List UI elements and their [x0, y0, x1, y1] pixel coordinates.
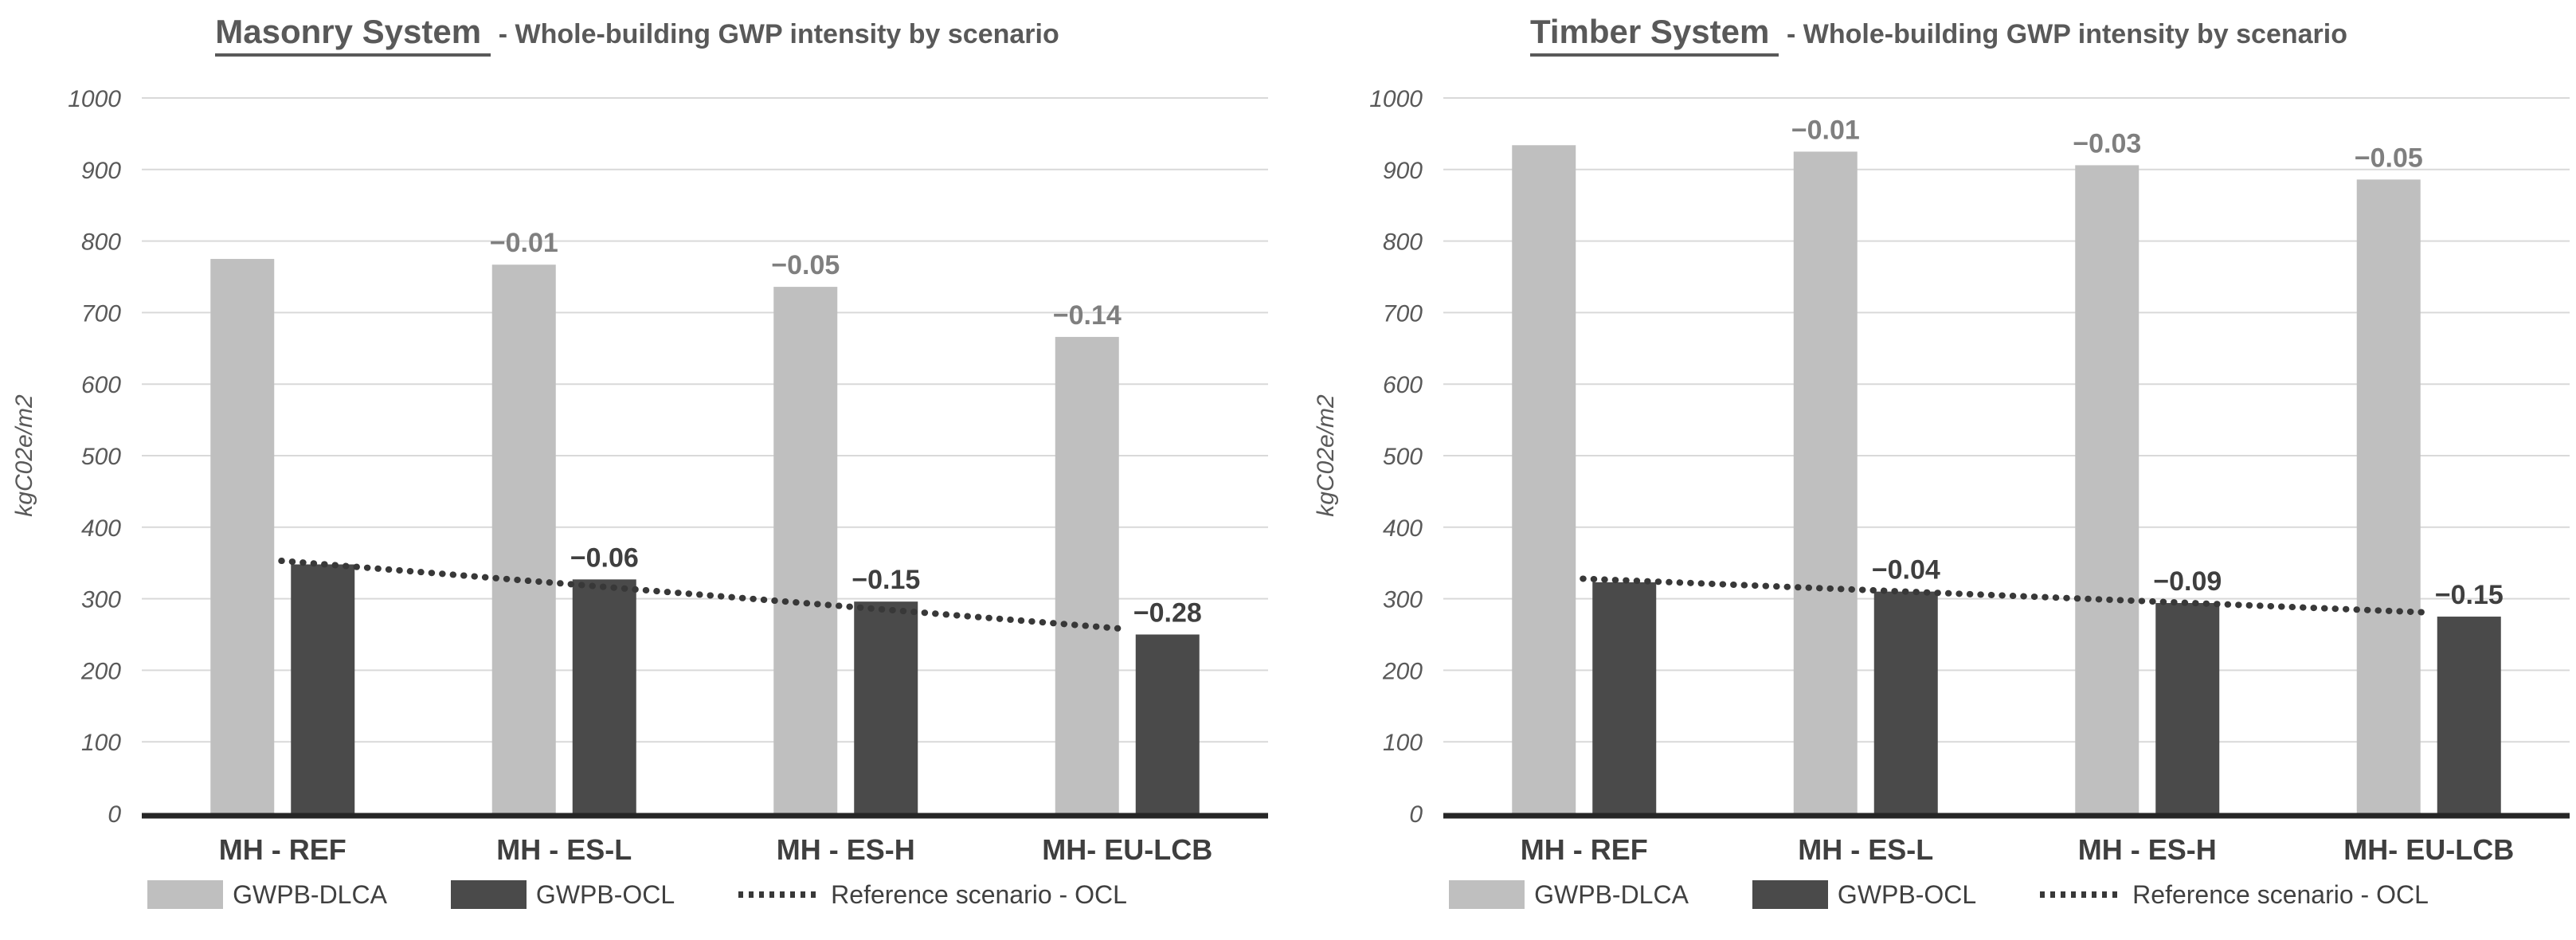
bar — [1135, 634, 1200, 813]
dotted-line-swatch-icon — [738, 891, 822, 898]
bar-value-label: −0.28 — [1133, 597, 1202, 628]
bar — [2356, 178, 2421, 813]
y-tick-label: 400 — [1383, 515, 1423, 541]
y-tick-label: 200 — [1382, 658, 1423, 684]
bar-value-label: −0.06 — [570, 542, 639, 573]
y-tick-label: 100 — [1383, 730, 1423, 756]
y-tick-label: 700 — [1383, 300, 1423, 327]
masonry-plot-area: 0 100 200 300 400 500 600 700 800 900 1000 kgC02e/m… — [11, 86, 1268, 866]
chart-title: Masonry System - Whole-building GWP inte… — [0, 11, 1274, 57]
y-tick-label: 1000 — [1369, 86, 1423, 112]
bar-value-label: −0.04 — [1872, 554, 1940, 585]
legend-label: Reference scenario - OCL — [2132, 879, 2429, 909]
legend: GWPB-DLCA GWPB-OCL Reference scenario - … — [0, 880, 1274, 910]
bar — [1512, 144, 1576, 813]
bar-value-label: −0.05 — [2355, 143, 2423, 173]
x-category-label: MH - ES-L — [496, 833, 632, 866]
gwpb-dlca-swatch-icon — [147, 880, 224, 909]
y-tick-label: 0 — [108, 801, 121, 828]
bar-value-label: −0.01 — [1791, 115, 1860, 145]
bar — [2155, 602, 2220, 813]
y-tick-label: 300 — [1383, 586, 1423, 613]
y-tick-label: 0 — [1409, 801, 1423, 828]
chart-title: Timber System - Whole-building GWP inten… — [1302, 11, 2576, 57]
gwpb-ocl-swatch-icon — [1752, 880, 1828, 909]
bar — [572, 578, 636, 813]
bar — [491, 264, 556, 813]
y-tick-label: 900 — [1383, 157, 1423, 183]
y-tick-label: 600 — [81, 372, 121, 398]
chart-title-system: Masonry System — [215, 13, 491, 57]
bar-value-label: −0.15 — [851, 565, 920, 595]
gwpb-dlca-swatch-icon — [1449, 880, 1525, 909]
bar — [773, 286, 838, 813]
bar — [210, 258, 275, 813]
legend-item-gwpb-ocl: GWPB-OCL — [1752, 880, 1976, 910]
y-tick-label: 800 — [1383, 229, 1423, 255]
legend-item-reference-line: Reference scenario - OCL — [2040, 880, 2429, 910]
bar — [1592, 582, 1657, 813]
bar-value-label: −0.05 — [771, 250, 840, 280]
x-category-label: MH - REF — [219, 833, 346, 866]
y-tick-label: 300 — [81, 586, 121, 613]
legend-label: GWPB-OCL — [1837, 879, 1977, 909]
legend-item-reference-line: Reference scenario - OCL — [738, 880, 1127, 910]
dotted-line-swatch-icon — [2040, 891, 2124, 898]
legend-label: GWPB-DLCA — [233, 879, 387, 909]
reference-line — [278, 557, 1126, 632]
bar — [2075, 164, 2139, 813]
bar — [1055, 336, 1119, 813]
gwpb-ocl-swatch-icon — [450, 880, 527, 909]
legend-item-gwpb-dlca: GWPB-DLCA — [1449, 880, 1689, 910]
legend-label: GWPB-DLCA — [1534, 879, 1689, 909]
bar — [2437, 616, 2501, 813]
y-axis-title: kgC02e/m2 — [11, 394, 37, 516]
y-tick-label: 100 — [81, 730, 121, 756]
x-category-label: MH - ES-H — [777, 833, 915, 866]
y-tick-label: 500 — [81, 444, 121, 470]
bar — [1873, 591, 1938, 813]
y-tick-label: 200 — [80, 658, 121, 684]
bar-value-label: −0.09 — [2153, 566, 2222, 596]
y-tick-label: 1000 — [68, 86, 121, 112]
bar — [291, 563, 355, 813]
chart-title-subtitle: - Whole-building GWP intensity by scenar… — [1787, 19, 2347, 49]
x-category-label: MH - ES-H — [2078, 833, 2217, 866]
legend: GWPB-DLCA GWPB-OCL Reference scenario - … — [1302, 880, 2576, 910]
masonry-chart: Masonry System - Whole-building GWP inte… — [0, 5, 1274, 940]
x-category-label: MH- EU-LCB — [2343, 833, 2514, 866]
y-tick-label: 800 — [81, 229, 121, 255]
y-tick-label: 900 — [81, 157, 121, 183]
timber-chart: Timber System - Whole-building GWP inten… — [1302, 5, 2576, 940]
legend-item-gwpb-dlca: GWPB-DLCA — [147, 880, 387, 910]
bar — [854, 601, 918, 813]
bar — [1793, 151, 1858, 813]
bar-value-label: −0.03 — [2073, 128, 2141, 159]
legend-label: Reference scenario - OCL — [831, 879, 1127, 909]
chart-title-system: Timber System — [1529, 13, 1779, 57]
bar-value-label: −0.01 — [490, 228, 558, 258]
y-tick-label: 600 — [1383, 372, 1423, 398]
chart-title-subtitle: - Whole-building GWP intensity by scenar… — [498, 19, 1059, 49]
x-category-label: MH- EU-LCB — [1042, 833, 1212, 866]
bar-value-label: −0.15 — [2435, 580, 2504, 610]
y-axis-title: kgC02e/m2 — [1313, 394, 1339, 516]
bar-value-label: −0.14 — [1053, 300, 1122, 330]
timber-plot-area: 0 100 200 300 400 500 600 700 800 900 1000 kgC02e/m… — [1313, 86, 2570, 866]
y-tick-label: 500 — [1383, 444, 1423, 470]
legend-item-gwpb-ocl: GWPB-OCL — [450, 879, 675, 910]
y-tick-label: 700 — [81, 300, 121, 327]
legend-label: GWPB-OCL — [535, 879, 675, 909]
x-category-label: MH - REF — [1521, 833, 1648, 866]
reference-line — [1580, 574, 2428, 616]
y-tick-label: 400 — [81, 515, 121, 541]
x-category-label: MH - ES-L — [1798, 833, 1933, 866]
